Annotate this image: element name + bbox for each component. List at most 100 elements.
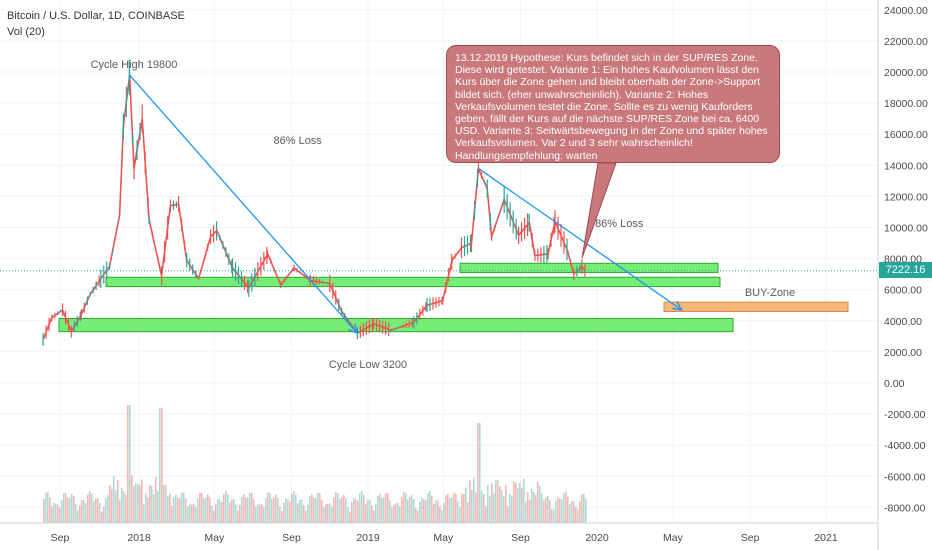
y-tick-label: -6000.00 (884, 471, 926, 483)
volume-bar (483, 494, 485, 523)
volume-bar (565, 491, 567, 523)
time-axis: Sep 2018 May Sep 2019 May Sep 2020 May Sep 2021 (51, 532, 838, 544)
volume-bar (447, 493, 449, 523)
volume-bar (65, 492, 67, 523)
trendline[interactable] (478, 167, 683, 311)
volume-bar (561, 499, 563, 523)
volume-bar (553, 509, 555, 523)
volume-bar (205, 497, 207, 523)
volume-bar (393, 504, 395, 523)
y-tick-label: -2000.00 (884, 409, 926, 421)
volume-bar (141, 479, 143, 523)
volume-bar (503, 496, 505, 523)
volume-bar (469, 480, 471, 523)
volume-bar (485, 506, 487, 523)
volume-bar (159, 408, 161, 523)
x-tick-label: 2019 (356, 532, 380, 544)
volume-bars (43, 405, 587, 523)
cycle-high-label: Cycle High 19800 (91, 59, 178, 71)
volume-bar (443, 502, 445, 523)
volume-bar (551, 509, 553, 523)
x-tick-label: May (433, 532, 454, 544)
volume-bar (115, 490, 117, 523)
buy-zone[interactable] (663, 301, 849, 312)
volume-bar (149, 484, 151, 523)
volume-bar (355, 499, 357, 523)
volume-bar (201, 492, 203, 523)
volume-bar (353, 498, 355, 523)
volume-bar (473, 477, 475, 523)
volume-bar (267, 492, 269, 523)
volume-bar (575, 506, 577, 523)
volume-bar (583, 493, 585, 523)
volume-bar (291, 493, 293, 523)
support-resistance-zones: BUY-Zone (58, 262, 849, 333)
volume-bar (189, 503, 191, 523)
volume-bar (367, 499, 369, 523)
volume-bar (361, 491, 363, 523)
volume-bar (465, 487, 467, 523)
x-tick-label: 2021 (814, 532, 838, 544)
volume-bar (377, 495, 379, 523)
x-tick-label: Sep (741, 532, 760, 544)
volume-bar (293, 491, 295, 523)
volume-bar (451, 497, 453, 523)
volume-bar (145, 492, 147, 523)
volume-bar (155, 476, 157, 523)
volume-bar (529, 499, 531, 523)
volume-bar (285, 498, 287, 523)
volume-bar (55, 503, 57, 523)
volume-bar (479, 423, 481, 523)
trendline[interactable] (129, 74, 358, 334)
volume-bar (63, 493, 65, 523)
volume-bar (249, 492, 251, 523)
volume-bar (463, 494, 465, 523)
sup-res-zone[interactable] (105, 276, 721, 288)
volume-bar (329, 503, 331, 523)
sup-res-zone[interactable] (459, 262, 719, 274)
volume-bar (413, 499, 415, 523)
volume-bar (359, 493, 361, 523)
x-tick-label: May (663, 532, 684, 544)
volume-bar (199, 492, 201, 523)
trendline-label: 86% Loss (274, 135, 323, 147)
trendline-arrowhead (671, 300, 683, 311)
volume-bar (217, 498, 219, 523)
volume-bar (513, 481, 515, 523)
x-tick-label: Sep (51, 532, 70, 544)
volume-bar (257, 503, 259, 523)
volume-bar (243, 494, 245, 523)
volume-bar (299, 499, 301, 523)
volume-bar (273, 497, 275, 523)
volume-bar (229, 502, 231, 523)
volume-bar (265, 498, 267, 523)
volume-bar (195, 506, 197, 523)
x-tick-label: 2018 (127, 532, 151, 544)
volume-bar (259, 504, 261, 523)
volume-bar (59, 507, 61, 523)
hypothesis-callout[interactable]: 13.12.2019 Hypothese: Kurs befindet sich… (446, 45, 780, 163)
volume-bar (79, 505, 81, 523)
y-tick-label: 12000.00 (884, 191, 928, 203)
volume-bar (271, 498, 273, 523)
volume-bar (121, 488, 123, 523)
volume-bar (139, 485, 141, 523)
volume-bar (283, 503, 285, 523)
sup-res-zone[interactable] (58, 317, 734, 333)
volume-bar (73, 496, 75, 523)
volume-bar (411, 495, 413, 523)
volume-bar (549, 500, 551, 523)
volume-bar (389, 500, 391, 523)
volume-bar (53, 502, 55, 523)
volume-bar (327, 504, 329, 523)
y-tick-label: 24000.00 (884, 5, 928, 17)
volume-bar (325, 504, 327, 523)
volume-bar (445, 495, 447, 523)
volume-bar (535, 494, 537, 523)
volume-bar (167, 495, 169, 523)
volume-bar (297, 503, 299, 523)
volume-bar (315, 497, 317, 523)
volume-bar (289, 501, 291, 523)
volume-bar (493, 493, 495, 523)
volume-indicator-label[interactable]: Vol (20) (7, 26, 45, 38)
